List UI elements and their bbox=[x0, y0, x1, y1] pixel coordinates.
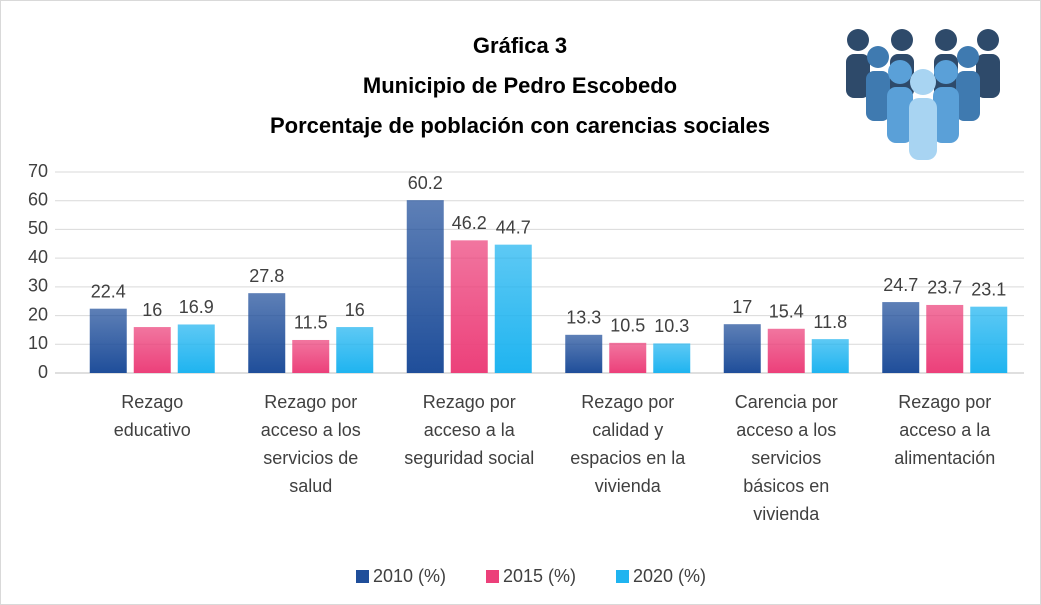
value-label: 11.5 bbox=[294, 313, 328, 333]
y-tick-label: 10 bbox=[28, 333, 48, 353]
x-tick-label: Rezago educativo bbox=[114, 392, 191, 440]
people-icon bbox=[846, 29, 1000, 160]
value-label: 22.4 bbox=[91, 281, 126, 301]
bar bbox=[177, 324, 215, 373]
value-label: 16 bbox=[142, 300, 162, 320]
x-tick-label: Rezago por acceso a los servicios de salud bbox=[261, 392, 361, 496]
x-tick-label: Carencia por acceso a los servicios básicos… bbox=[735, 392, 838, 524]
bar bbox=[811, 339, 849, 373]
y-tick-label: 30 bbox=[28, 276, 48, 296]
bar bbox=[494, 244, 532, 373]
bar bbox=[609, 342, 647, 373]
y-tick-label: 70 bbox=[28, 161, 48, 181]
chart-title: Municipio de Pedro Escobedo bbox=[363, 73, 677, 98]
legend-swatch bbox=[486, 570, 499, 583]
value-label: 24.7 bbox=[883, 275, 918, 295]
y-tick-label: 20 bbox=[28, 304, 48, 324]
bar bbox=[882, 302, 920, 373]
bar bbox=[450, 240, 488, 373]
bar bbox=[767, 328, 805, 373]
value-label: 23.7 bbox=[927, 278, 962, 298]
bar bbox=[970, 306, 1008, 373]
value-label: 44.7 bbox=[496, 217, 531, 237]
value-label: 27.8 bbox=[249, 266, 284, 286]
chart-title: Porcentaje de población con carencias so… bbox=[270, 113, 770, 138]
value-label: 15.4 bbox=[769, 302, 804, 322]
bar bbox=[653, 343, 691, 373]
value-label: 10.3 bbox=[654, 316, 689, 336]
value-label: 46.2 bbox=[452, 213, 487, 233]
legend-swatch bbox=[616, 570, 629, 583]
bar bbox=[565, 334, 603, 373]
value-label: 60.2 bbox=[408, 173, 443, 193]
legend-swatch bbox=[356, 570, 369, 583]
y-tick-label: 60 bbox=[28, 189, 48, 209]
x-tick-label: Rezago por acceso a la seguridad social bbox=[404, 392, 534, 468]
bar bbox=[133, 327, 171, 373]
value-label: 16 bbox=[345, 300, 365, 320]
bar bbox=[292, 339, 330, 373]
y-tick-label: 40 bbox=[28, 247, 48, 267]
bar bbox=[926, 304, 964, 373]
legend-label: 2010 (%) bbox=[373, 566, 446, 586]
chart-title: Gráfica 3 bbox=[473, 33, 567, 58]
x-tick-label: Rezago por acceso a la alimentación bbox=[894, 392, 995, 468]
value-label: 16.9 bbox=[179, 297, 214, 317]
value-label: 10.5 bbox=[610, 316, 645, 336]
bar bbox=[723, 324, 761, 373]
y-tick-label: 50 bbox=[28, 218, 48, 238]
bar bbox=[336, 327, 374, 373]
value-label: 13.3 bbox=[566, 308, 601, 328]
bar bbox=[248, 293, 286, 373]
bar bbox=[406, 200, 444, 373]
value-label: 11.8 bbox=[813, 312, 847, 332]
legend-label: 2020 (%) bbox=[633, 566, 706, 586]
bar bbox=[89, 308, 127, 373]
x-tick-label: Rezago por calidad y espacios en la viviend… bbox=[570, 392, 686, 496]
y-tick-label: 0 bbox=[38, 362, 48, 382]
value-label: 23.1 bbox=[971, 279, 1006, 299]
legend-label: 2015 (%) bbox=[503, 566, 576, 586]
value-label: 17 bbox=[732, 297, 752, 317]
